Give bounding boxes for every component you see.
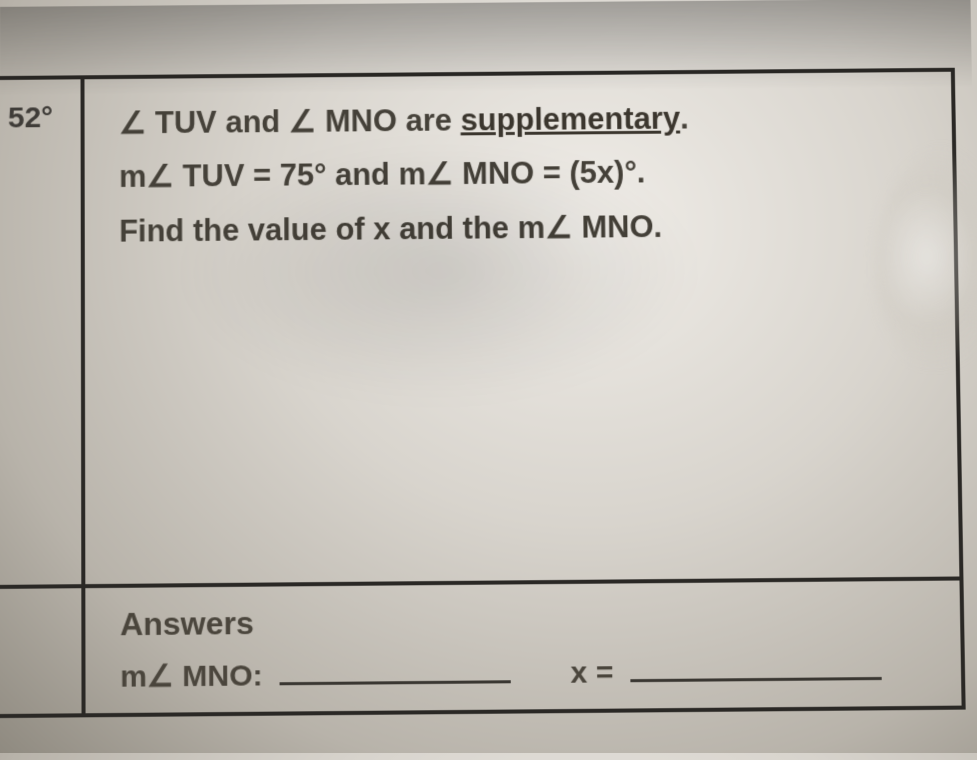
mno-answer-group: m∠ MNO:: [120, 650, 510, 695]
x-label: x =: [570, 656, 613, 690]
worksheet-sheet: 52° ∠ TUV and ∠ MNO are supplementary. m…: [0, 0, 977, 760]
answers-heading: Answers: [120, 599, 932, 643]
mno-blank[interactable]: [279, 650, 510, 685]
problem-line-1: ∠ TUV and ∠ MNO are supplementary.: [119, 90, 924, 151]
problem-line-3: Find the value of x and the m∠ MNO.: [119, 197, 926, 258]
mno-label: m∠ MNO:: [120, 659, 263, 694]
problem-table: 52° ∠ TUV and ∠ MNO are supplementary. m…: [0, 68, 966, 719]
problem-line-2: m∠ TUV = 75° and m∠ MNO = (5x)°.: [119, 144, 925, 205]
supplementary-word: supplementary: [460, 101, 680, 138]
line1-pre: ∠ TUV and ∠ MNO are: [119, 103, 461, 141]
problem-cell: ∠ TUV and ∠ MNO are supplementary. m∠ TU…: [83, 70, 962, 586]
leftcol-label: 52°: [8, 101, 53, 134]
answers-cell: Answers m∠ MNO: x =: [84, 578, 964, 715]
answers-row: m∠ MNO: x =: [120, 646, 933, 695]
x-blank[interactable]: [630, 647, 882, 683]
x-answer-group: x =: [570, 647, 881, 691]
leftcol-cell: 52°: [0, 77, 84, 587]
leftcol-cell-2: [0, 586, 84, 716]
line1-post: .: [680, 101, 689, 136]
